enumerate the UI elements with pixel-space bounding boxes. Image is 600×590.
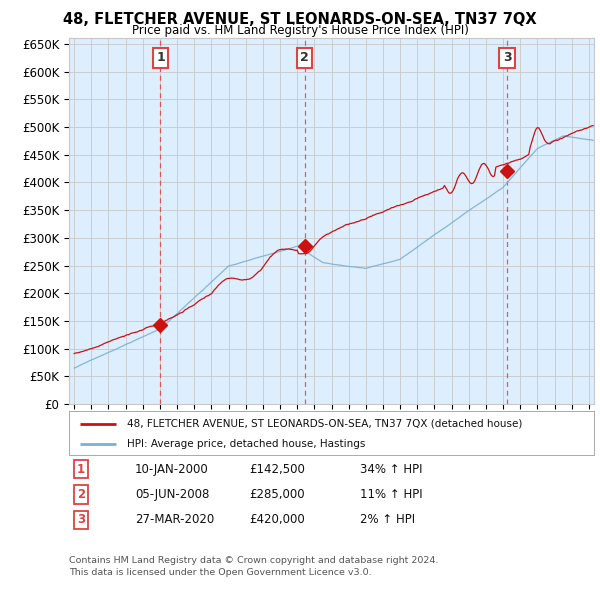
Text: 2: 2 <box>300 51 309 64</box>
Text: This data is licensed under the Open Government Licence v3.0.: This data is licensed under the Open Gov… <box>69 568 371 577</box>
Text: £142,500: £142,500 <box>249 463 305 476</box>
Text: 34% ↑ HPI: 34% ↑ HPI <box>360 463 422 476</box>
Text: 1: 1 <box>77 463 85 476</box>
Text: 27-MAR-2020: 27-MAR-2020 <box>135 513 214 526</box>
Text: 05-JUN-2008: 05-JUN-2008 <box>135 488 209 501</box>
Text: 3: 3 <box>503 51 511 64</box>
Text: £285,000: £285,000 <box>249 488 305 501</box>
Text: 3: 3 <box>77 513 85 526</box>
Text: 11% ↑ HPI: 11% ↑ HPI <box>360 488 422 501</box>
Text: 48, FLETCHER AVENUE, ST LEONARDS-ON-SEA, TN37 7QX: 48, FLETCHER AVENUE, ST LEONARDS-ON-SEA,… <box>63 12 537 27</box>
Text: 2: 2 <box>77 488 85 501</box>
Text: 1: 1 <box>156 51 165 64</box>
Text: 48, FLETCHER AVENUE, ST LEONARDS-ON-SEA, TN37 7QX (detached house): 48, FLETCHER AVENUE, ST LEONARDS-ON-SEA,… <box>127 419 522 428</box>
Text: Price paid vs. HM Land Registry's House Price Index (HPI): Price paid vs. HM Land Registry's House … <box>131 24 469 37</box>
Text: £420,000: £420,000 <box>249 513 305 526</box>
Text: Contains HM Land Registry data © Crown copyright and database right 2024.: Contains HM Land Registry data © Crown c… <box>69 556 439 565</box>
Text: 10-JAN-2000: 10-JAN-2000 <box>135 463 209 476</box>
Text: HPI: Average price, detached house, Hastings: HPI: Average price, detached house, Hast… <box>127 440 365 450</box>
Text: 2% ↑ HPI: 2% ↑ HPI <box>360 513 415 526</box>
